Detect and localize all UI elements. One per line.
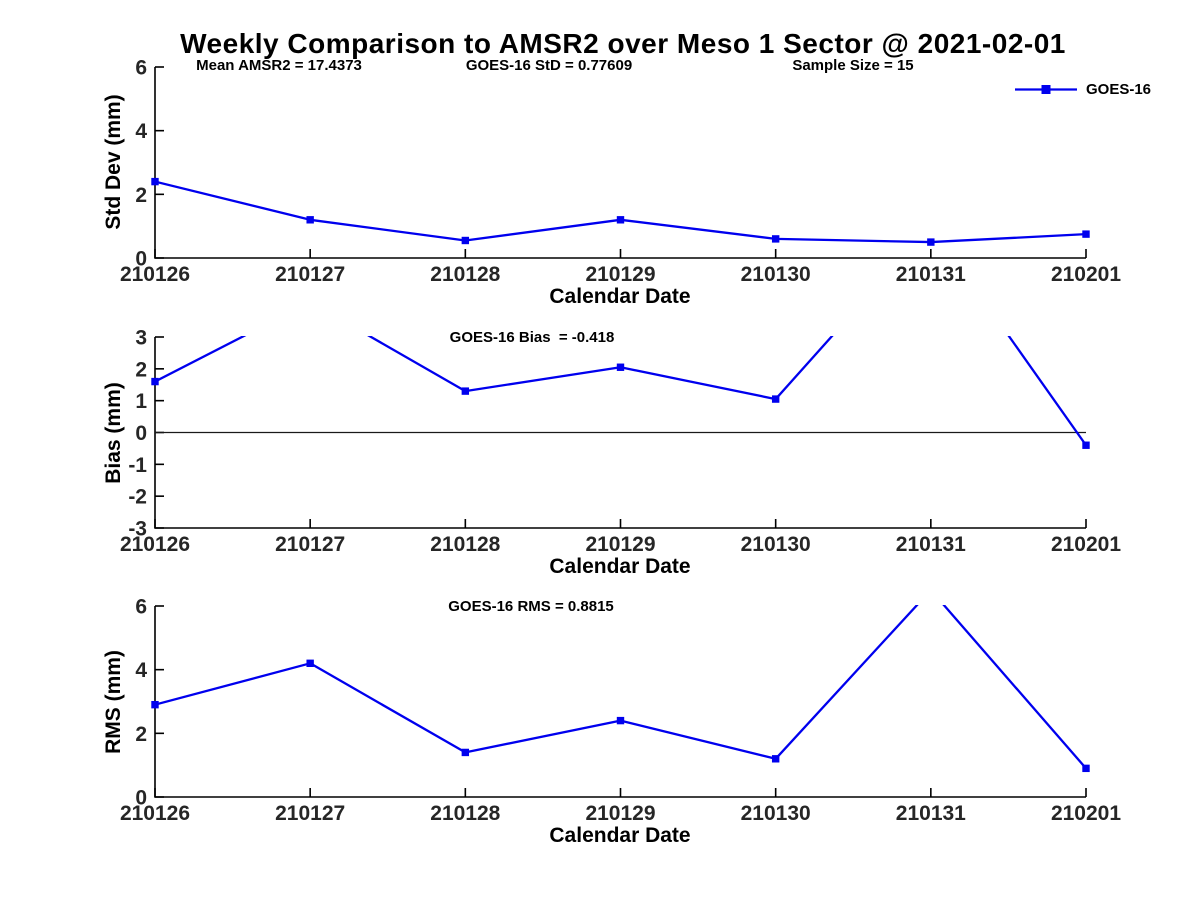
annotation-sample-size: Sample Size = 15 [792, 57, 914, 74]
x-tick-label: 210127 [275, 802, 345, 825]
y-tick-label: 2 [135, 184, 147, 207]
x-tick-label: 210127 [275, 263, 345, 286]
data-marker [616, 363, 625, 371]
data-marker [461, 748, 470, 757]
data-line [155, 605, 1086, 770]
annotation-goes16-bias: GOES-16 Bias = -0.418 [449, 329, 615, 346]
x-tick-label: 210127 [275, 533, 345, 556]
annotation-goes16-rms: GOES-16 RMS = 0.8815 [448, 598, 614, 615]
y-tick-label: 3 [135, 327, 147, 350]
data-marker [616, 216, 625, 224]
y-tick-label: 2 [135, 358, 147, 381]
subplot-rms: 0 2 4 6 210126 210127 210128 210129 210130 210131… [120, 596, 1121, 826]
data-marker [1082, 441, 1090, 449]
data-marker [151, 377, 159, 386]
x-tick-label: 210126 [120, 263, 190, 286]
y-tick-label: -2 [128, 486, 147, 509]
x-tick-label: 210130 [741, 263, 811, 286]
data-marker [151, 700, 159, 709]
y-tick-label: -3 [128, 518, 147, 541]
axes-spines [154, 67, 1086, 259]
axes-spines [154, 606, 1086, 798]
x-tick-label: 210131 [896, 263, 966, 286]
data-marker [1082, 230, 1090, 238]
data-line [155, 180, 1086, 244]
x-tick-label: 210128 [430, 802, 500, 825]
ylabel-rms: RMS (mm) [102, 650, 125, 754]
x-tick-label: 210130 [741, 802, 811, 825]
x-tick-label: 210129 [585, 533, 655, 556]
data-marker [461, 236, 470, 245]
subplot-std-dev: 0 2 4 6 210126 210127 210128 210129 210130 210131… [120, 57, 1121, 287]
x-tick-label: 210126 [120, 533, 190, 556]
data-marker [771, 395, 780, 403]
x-tick-label: 210129 [585, 802, 655, 825]
legend-label: GOES-16 [1086, 81, 1152, 98]
y-tick-label: 2 [135, 723, 147, 746]
x-tick-label: 210131 [896, 802, 966, 825]
x-tick-label: 210131 [896, 533, 966, 556]
legend: GOES-16 [1014, 81, 1151, 98]
x-tick-label: 210130 [741, 533, 811, 556]
data-marker [771, 235, 780, 243]
x-tick-label: 210201 [1051, 802, 1121, 825]
y-tick-label: 1 [135, 390, 147, 413]
annotation-mean-amsr2: Mean AMSR2 = 17.4373 [196, 57, 362, 74]
y-tick-label: 4 [135, 659, 147, 682]
y-tick-label: 0 [135, 248, 147, 271]
data-marker [616, 716, 625, 725]
data-marker [461, 387, 470, 395]
data-marker [1082, 764, 1090, 773]
ylabel-bias: Bias (mm) [102, 382, 125, 484]
data-marker [306, 659, 314, 667]
xlabel-calendar-date-1: Calendar Date [549, 285, 691, 308]
subplot-bias: -3 -2 -1 0 1 2 3 210126 210127 210128 210129 210130… [120, 327, 1121, 557]
y-tick-label: 6 [135, 57, 147, 80]
x-tick-label: 210201 [1051, 263, 1121, 286]
annotation-goes16-std: GOES-16 StD = 0.77609 [465, 57, 633, 74]
x-tick-label: 210128 [430, 533, 500, 556]
legend-line-marker-icon [1015, 85, 1077, 94]
x-tick-label: 210128 [430, 263, 500, 286]
figure-title: Weekly Comparison to AMSR2 over Meso 1 S… [180, 28, 1066, 59]
data-marker [771, 755, 780, 763]
x-tick-label: 210129 [585, 263, 655, 286]
x-tick-label: 210201 [1051, 533, 1121, 556]
y-tick-label: -1 [128, 454, 147, 477]
y-tick-label: 4 [135, 120, 147, 143]
y-tick-label: 0 [135, 787, 147, 810]
xlabel-calendar-date-2: Calendar Date [549, 555, 691, 578]
ylabel-std-dev: Std Dev (mm) [102, 94, 125, 230]
xlabel-calendar-date-3: Calendar Date [549, 824, 691, 847]
y-tick-label: 6 [135, 596, 147, 619]
data-marker [151, 177, 159, 186]
data-marker [927, 238, 935, 246]
data-marker [306, 216, 314, 224]
x-tick-label: 210126 [120, 802, 190, 825]
y-tick-label: 0 [135, 422, 147, 445]
